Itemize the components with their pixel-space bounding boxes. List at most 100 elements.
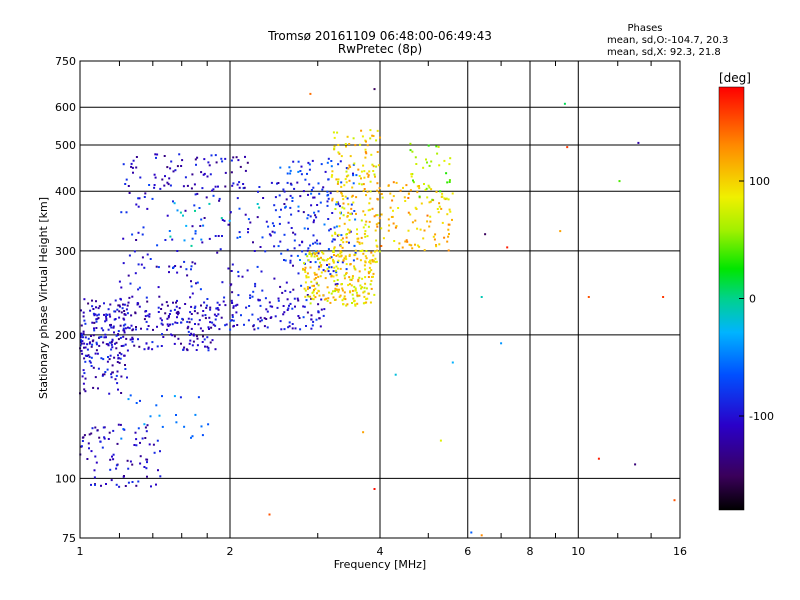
data-point bbox=[365, 298, 368, 301]
data-point bbox=[81, 352, 84, 355]
data-point bbox=[448, 233, 450, 235]
data-point bbox=[184, 303, 187, 305]
data-point bbox=[110, 326, 113, 329]
data-point bbox=[109, 458, 112, 461]
data-point bbox=[327, 157, 330, 160]
data-point bbox=[127, 398, 130, 401]
data-point bbox=[407, 192, 410, 195]
data-point bbox=[328, 291, 330, 294]
data-point bbox=[301, 240, 304, 243]
data-point bbox=[363, 286, 366, 289]
data-point bbox=[161, 319, 163, 322]
data-point bbox=[404, 240, 407, 243]
data-point bbox=[358, 294, 361, 297]
data-point bbox=[88, 360, 91, 363]
y-tick-label: 100 bbox=[55, 472, 76, 485]
data-point bbox=[300, 284, 303, 287]
data-point bbox=[201, 329, 204, 332]
data-point bbox=[292, 288, 295, 291]
data-point bbox=[286, 248, 289, 251]
data-point bbox=[432, 235, 435, 238]
data-point bbox=[374, 175, 376, 178]
data-point bbox=[204, 314, 207, 317]
data-point bbox=[166, 328, 168, 331]
data-point bbox=[351, 289, 354, 292]
data-point bbox=[378, 191, 381, 194]
data-point bbox=[355, 196, 358, 199]
data-point bbox=[217, 313, 220, 316]
data-point bbox=[94, 376, 97, 379]
data-point bbox=[205, 304, 208, 307]
data-point bbox=[332, 275, 335, 278]
data-point bbox=[117, 330, 120, 333]
data-point bbox=[371, 163, 374, 166]
data-point bbox=[340, 191, 343, 194]
info-box-heading: Phases bbox=[627, 23, 662, 34]
data-point bbox=[161, 333, 163, 336]
data-point bbox=[232, 156, 235, 159]
data-point bbox=[103, 437, 106, 440]
data-point bbox=[363, 188, 366, 190]
data-point bbox=[314, 273, 317, 276]
data-point bbox=[368, 261, 371, 264]
data-point bbox=[120, 286, 123, 289]
data-point bbox=[309, 244, 312, 247]
data-point bbox=[87, 442, 90, 445]
data-point bbox=[154, 176, 157, 179]
data-point bbox=[237, 275, 240, 278]
data-point bbox=[356, 257, 359, 260]
data-point bbox=[317, 289, 320, 292]
data-point bbox=[287, 326, 290, 329]
data-point bbox=[196, 281, 199, 284]
data-point bbox=[86, 348, 89, 351]
data-point bbox=[410, 244, 413, 247]
data-point bbox=[126, 459, 129, 462]
data-point bbox=[169, 323, 171, 326]
data-point bbox=[105, 315, 107, 318]
x-tick-label: 10 bbox=[571, 545, 585, 558]
data-point bbox=[232, 182, 235, 185]
data-point bbox=[370, 153, 373, 156]
data-point bbox=[373, 88, 376, 91]
data-point bbox=[291, 327, 294, 330]
data-point bbox=[360, 250, 363, 252]
data-point bbox=[138, 197, 141, 200]
data-point bbox=[306, 294, 309, 296]
data-point bbox=[146, 253, 149, 256]
data-point bbox=[330, 266, 333, 269]
data-point bbox=[229, 211, 232, 214]
data-point bbox=[308, 253, 311, 255]
data-point bbox=[372, 170, 375, 172]
data-point bbox=[98, 336, 101, 339]
data-point bbox=[229, 328, 232, 331]
data-point bbox=[324, 277, 327, 280]
data-point bbox=[111, 364, 114, 367]
data-point bbox=[284, 205, 287, 208]
data-point bbox=[391, 215, 394, 218]
data-point bbox=[356, 228, 358, 231]
data-point bbox=[341, 237, 344, 240]
data-point bbox=[563, 102, 566, 105]
data-point bbox=[364, 148, 367, 151]
data-point bbox=[146, 461, 148, 464]
data-point bbox=[231, 291, 234, 294]
data-point bbox=[366, 144, 369, 147]
data-point bbox=[129, 394, 132, 397]
data-point bbox=[375, 239, 378, 242]
data-point bbox=[191, 173, 194, 176]
data-point bbox=[311, 291, 314, 294]
data-point bbox=[282, 305, 285, 307]
data-point bbox=[192, 340, 195, 343]
data-point bbox=[193, 183, 196, 186]
data-point bbox=[120, 353, 123, 356]
data-point bbox=[300, 165, 303, 168]
data-point bbox=[201, 187, 204, 190]
data-point bbox=[152, 328, 154, 331]
data-point bbox=[369, 301, 372, 304]
data-point bbox=[201, 341, 204, 343]
data-point bbox=[142, 226, 145, 229]
data-point bbox=[164, 312, 167, 315]
data-point bbox=[206, 298, 209, 300]
data-point bbox=[177, 337, 180, 340]
